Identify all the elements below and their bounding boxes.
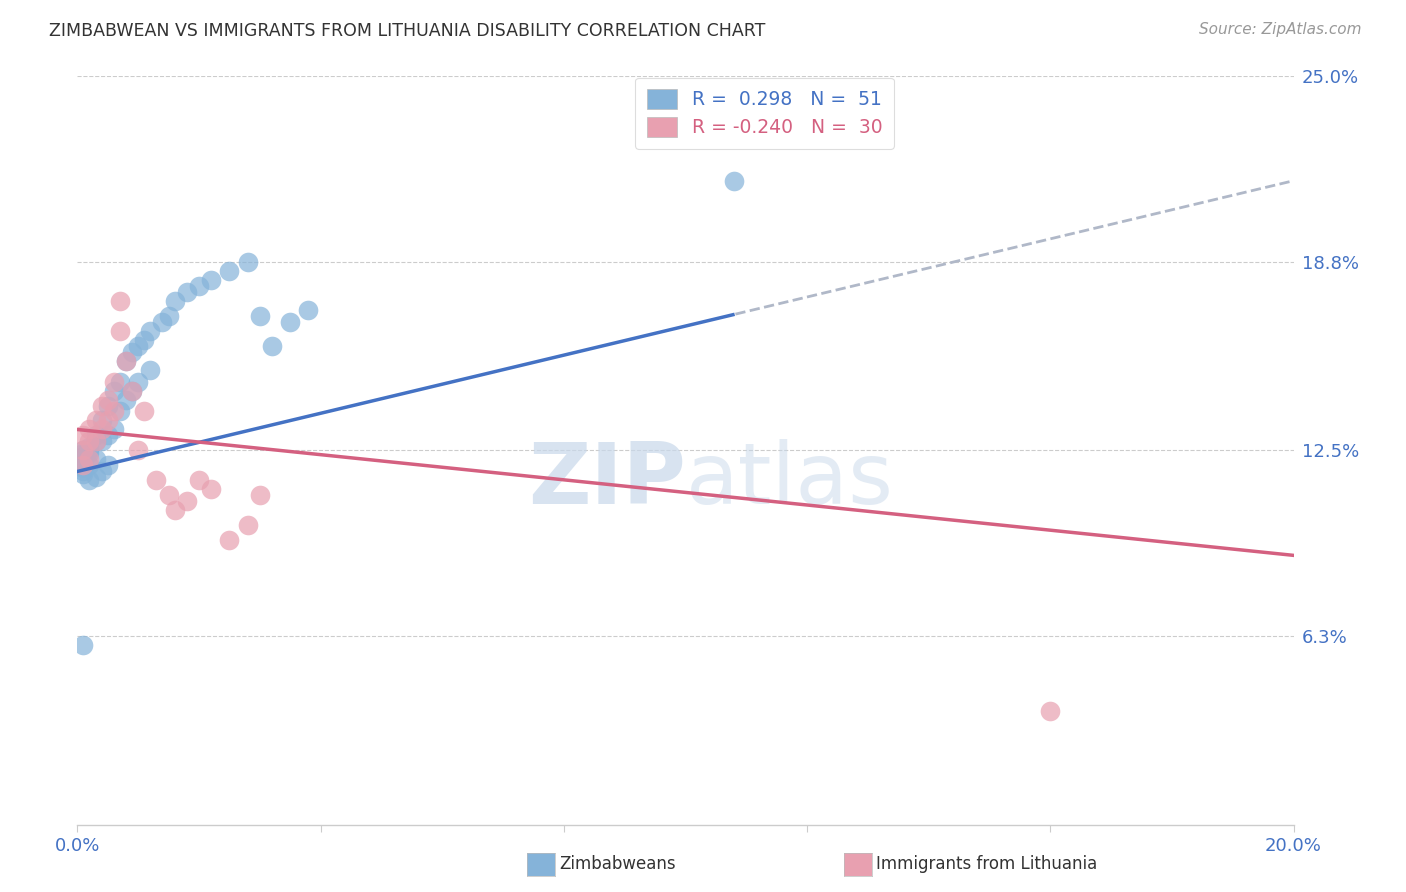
Point	[127, 375, 149, 389]
Point	[723, 174, 745, 188]
Point	[115, 392, 138, 407]
Point	[97, 413, 120, 427]
Point	[79, 452, 101, 467]
Point	[152, 315, 174, 329]
Point	[79, 434, 101, 449]
Point	[134, 404, 156, 418]
Point	[72, 458, 94, 473]
Point	[72, 455, 94, 469]
Point	[115, 353, 138, 368]
Point	[84, 452, 107, 467]
Point	[72, 443, 94, 458]
Point	[139, 324, 162, 338]
Point	[236, 518, 259, 533]
Point	[163, 293, 186, 308]
Point	[90, 413, 112, 427]
Point	[90, 434, 112, 449]
Point	[72, 428, 94, 442]
Point	[97, 428, 120, 442]
Point	[108, 293, 131, 308]
Point	[97, 392, 120, 407]
Text: ZIMBABWEAN VS IMMIGRANTS FROM LITHUANIA DISABILITY CORRELATION CHART: ZIMBABWEAN VS IMMIGRANTS FROM LITHUANIA …	[49, 22, 766, 40]
Point	[103, 404, 125, 418]
Point	[127, 338, 149, 352]
Point	[157, 309, 180, 323]
Point	[84, 428, 107, 442]
Point	[200, 272, 222, 286]
Point	[72, 465, 94, 479]
Point	[97, 399, 120, 413]
Point	[84, 470, 107, 484]
Point	[218, 263, 240, 277]
Point	[249, 488, 271, 502]
Point	[79, 474, 101, 488]
Point	[79, 458, 101, 473]
Point	[72, 450, 94, 464]
Point	[72, 467, 94, 482]
Point	[103, 384, 125, 398]
Point	[134, 333, 156, 347]
Point	[236, 254, 259, 268]
Text: atlas: atlas	[686, 439, 893, 522]
Point	[188, 474, 211, 488]
Point	[218, 533, 240, 548]
Point	[200, 483, 222, 497]
Point	[176, 285, 198, 299]
Point	[260, 338, 283, 352]
Point	[176, 494, 198, 508]
Point	[90, 465, 112, 479]
Point	[79, 422, 101, 436]
Point	[121, 344, 143, 359]
Text: Source: ZipAtlas.com: Source: ZipAtlas.com	[1198, 22, 1361, 37]
Point	[157, 488, 180, 502]
Legend: R =  0.298   N =  51, R = -0.240   N =  30: R = 0.298 N = 51, R = -0.240 N = 30	[636, 78, 894, 149]
Point	[278, 315, 301, 329]
Point	[90, 399, 112, 413]
Point	[127, 443, 149, 458]
Point	[188, 278, 211, 293]
Point	[103, 422, 125, 436]
Point	[72, 461, 94, 475]
Point	[79, 441, 101, 455]
Point	[103, 375, 125, 389]
Point	[115, 353, 138, 368]
Point	[108, 324, 131, 338]
Point	[145, 474, 167, 488]
Text: Immigrants from Lithuania: Immigrants from Lithuania	[876, 855, 1097, 873]
Point	[121, 384, 143, 398]
Point	[72, 446, 94, 460]
Point	[84, 434, 107, 449]
Text: Zimbabweans: Zimbabweans	[560, 855, 676, 873]
Point	[1039, 704, 1062, 718]
Point	[297, 302, 319, 317]
Point	[84, 434, 107, 449]
Point	[108, 375, 131, 389]
Point	[108, 404, 131, 418]
Point	[139, 362, 162, 376]
Point	[72, 638, 94, 652]
Point	[79, 443, 101, 458]
Point	[249, 309, 271, 323]
Point	[84, 413, 107, 427]
Point	[79, 446, 101, 460]
Point	[121, 384, 143, 398]
Point	[72, 458, 94, 473]
Text: ZIP: ZIP	[527, 439, 686, 522]
Point	[72, 443, 94, 458]
Point	[97, 458, 120, 473]
Point	[72, 452, 94, 467]
Point	[163, 503, 186, 517]
Point	[90, 422, 112, 436]
